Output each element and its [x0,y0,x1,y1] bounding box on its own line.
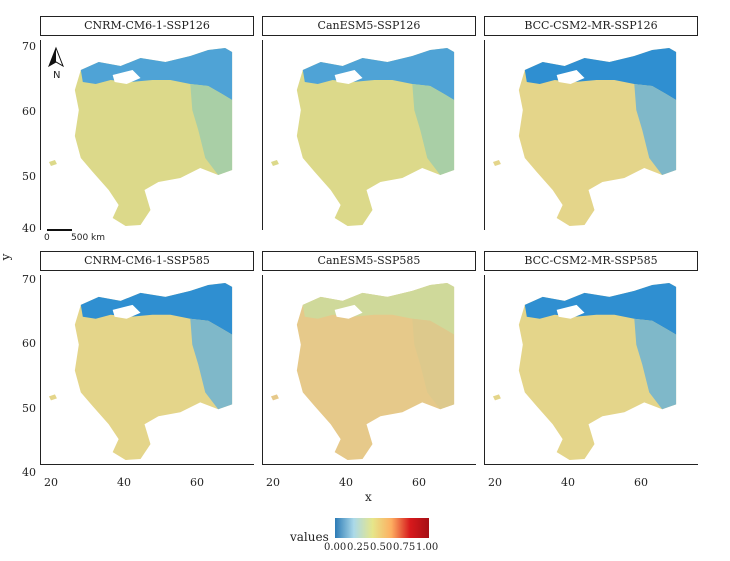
eastern-region [412,318,455,410]
map-plot-area [262,40,476,230]
water-body [556,70,585,84]
island [492,394,501,401]
north-label: N [53,70,61,81]
facet-panel-3: BCC-CSM2-MR-SSP126 [484,16,698,230]
island [48,394,57,401]
y-tick-label: 50 [22,170,36,183]
x-tick-label: 20 [44,476,58,489]
y-tick-label: 70 [22,40,36,53]
scale-bar-distance-label: 500 km [71,233,106,243]
island [48,160,57,166]
y-tick-label: 60 [22,105,36,118]
y-tick-label: 50 [22,402,36,415]
facet-strip-title: CanESM5-SSP126 [262,16,476,36]
water-body [334,70,363,84]
eastern-region [190,318,233,410]
legend-label: 0.25 [347,542,370,553]
x-tick-label: 60 [190,476,204,489]
facet-strip-title: CNRM-CM6-1-SSP585 [40,251,254,271]
northern-coast-region [80,48,233,100]
legend-label: 0.50 [370,542,393,553]
scale-bar [47,229,72,231]
facet-strip-title: CNRM-CM6-1-SSP126 [40,16,254,36]
water-body [334,304,363,319]
island [270,394,279,401]
water-body [556,304,585,319]
northern-coast-region [524,282,677,335]
x-tick-label: 40 [339,476,353,489]
x-tick-label: 40 [561,476,575,489]
x-tick-label: 60 [412,476,426,489]
facet-panel-2: CanESM5-SSP126 [262,16,476,230]
eastern-region [190,84,233,175]
map-plot-area [40,275,254,465]
y-axis-title: y [0,254,12,261]
island [270,160,279,166]
facet-strip-title: BCC-CSM2-MR-SSP126 [484,16,698,36]
water-body [112,304,141,319]
facet-panel-4: CNRM-CM6-1-SSP585 [40,251,254,466]
x-tick-label: 60 [634,476,648,489]
x-tick-label: 20 [266,476,280,489]
northern-coast-region [80,282,233,335]
legend-colorbar [335,518,429,538]
facet-strip-title: CanESM5-SSP585 [262,251,476,271]
y-tick-label: 40 [22,222,36,235]
facet-panel-5: CanESM5-SSP585 [262,251,476,466]
eastern-region [412,84,455,175]
north-arrow-icon [48,46,64,68]
facet-panel-6: BCC-CSM2-MR-SSP585 [484,251,698,466]
island [492,160,501,166]
eastern-region [634,318,677,410]
x-tick-label: 20 [488,476,502,489]
facet-strip-title: BCC-CSM2-MR-SSP585 [484,251,698,271]
map-plot-area [262,275,476,465]
legend-label: 1.00 [416,542,439,553]
map-plot-area [40,40,254,230]
scale-bar-zero-label: 0 [44,233,50,243]
eastern-region [634,84,677,175]
y-tick-label: 40 [22,466,36,479]
y-tick-label: 60 [22,337,36,350]
facet-panel-1: CNRM-CM6-1-SSP126 [40,16,254,230]
map-plot-area [484,275,698,465]
x-axis-title: x [365,490,372,504]
northern-coast-region [302,282,455,335]
legend-label: 0.75 [393,542,416,553]
legend-label: 0.00 [324,542,347,553]
legend-title: values [290,530,329,544]
x-tick-label: 40 [117,476,131,489]
y-tick-label: 70 [22,273,36,286]
northern-coast-region [524,48,677,100]
map-plot-area [484,40,698,230]
water-body [112,70,141,84]
northern-coast-region [302,48,455,100]
